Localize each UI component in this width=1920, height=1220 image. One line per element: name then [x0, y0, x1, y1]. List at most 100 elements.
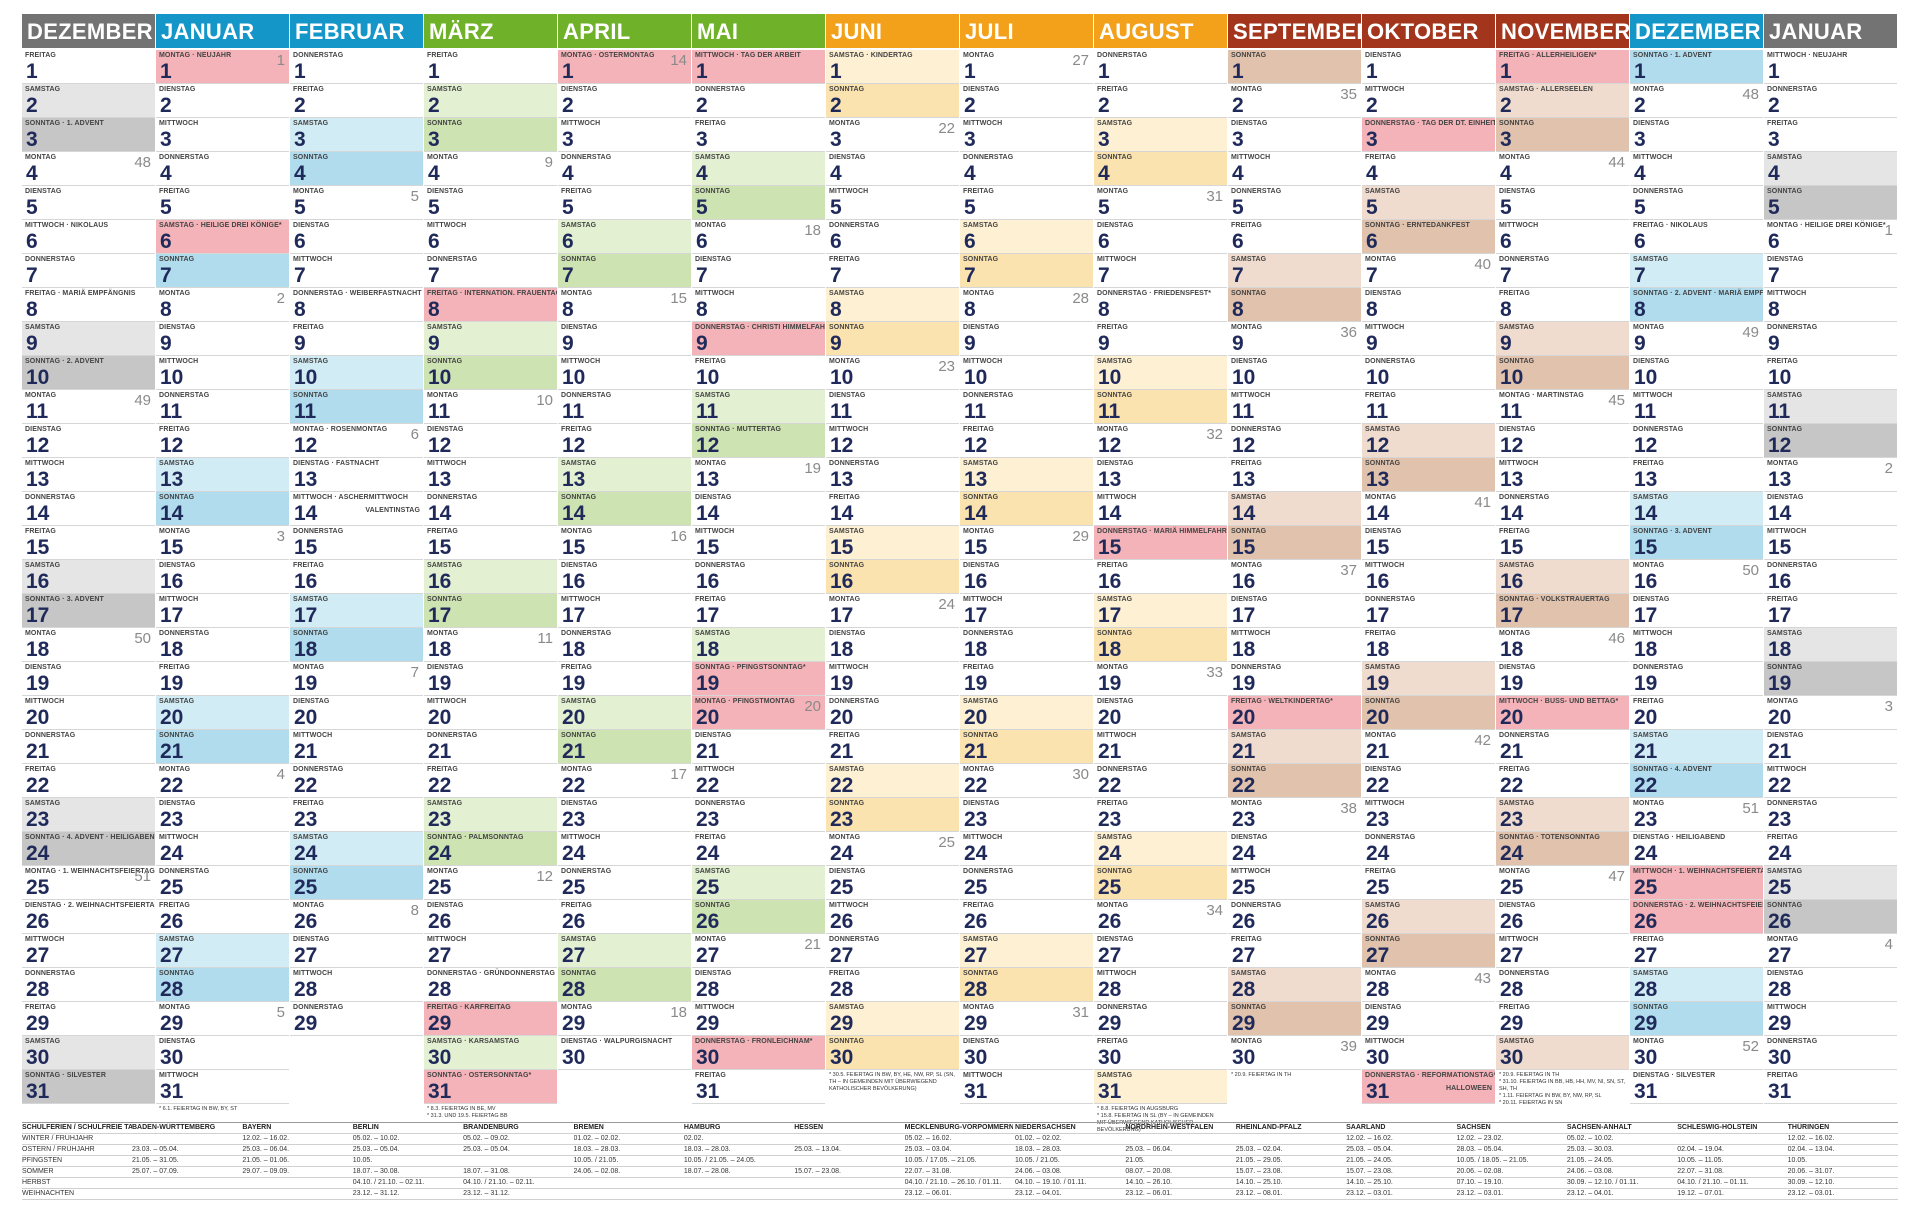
weekday-label: FREITAG — [1767, 834, 1798, 841]
day-number: 30 — [1366, 1046, 1390, 1069]
weekday-label: MITTWOCH — [25, 936, 65, 943]
day-number: 3 — [160, 128, 172, 151]
day-number: 18 — [428, 638, 452, 661]
weekday-label: DONNERSTAG — [1767, 324, 1818, 331]
holiday-dates: 14.10. – 25.10. — [1346, 1179, 1393, 1186]
day-cell: SONNTAG 8 — [1228, 288, 1361, 322]
day-number: 7 — [294, 264, 306, 287]
day-cell: DONNERSTAG 19 — [1228, 662, 1361, 696]
holiday-dates: 08.07. – 20.08. — [1125, 1168, 1173, 1175]
weekday-label: MITTWOCH — [695, 1004, 735, 1011]
day-cell: DONNERSTAG 16 — [1764, 560, 1897, 594]
holiday-dates: 12.02. – 16.02. — [1346, 1135, 1393, 1142]
day-number: 17 — [160, 604, 184, 627]
day-number: 21 — [562, 740, 586, 763]
day-number: 18 — [696, 638, 720, 661]
day-number: 12 — [26, 434, 50, 457]
weekday-label: DONNERSTAG — [561, 392, 612, 399]
weekday-label: SAMSTAG — [829, 766, 865, 773]
day-cell: MONTAG 21 42 — [1362, 730, 1495, 764]
weekday-label: SAMSTAG — [1097, 596, 1133, 603]
weekday-label: DONNERSTAG — [1767, 86, 1818, 93]
week-number: 14 — [670, 52, 687, 69]
day-cell: DIENSTAG 21 — [1764, 730, 1897, 764]
day-cell: DONNERSTAG 10 — [1362, 356, 1495, 390]
weekday-label: SONNTAG — [829, 562, 865, 569]
day-cell: DONNERSTAG 28 — [1496, 968, 1629, 1002]
day-cell: MONTAG · PFINGSTMONTAG 20 20 — [692, 696, 825, 730]
day-number: 13 — [1634, 468, 1658, 491]
weekday-label: SONNTAG · MUTTERTAG — [695, 426, 782, 433]
day-number: 19 — [1098, 672, 1122, 695]
holiday-dates: 10.05. / 17.05. – 21.05. — [904, 1157, 977, 1164]
weekday-label: MONTAG — [1365, 970, 1397, 977]
day-number: 4 — [562, 162, 574, 185]
weekday-label: DIENSTAG — [25, 426, 62, 433]
day-cell: MONTAG 4 44 — [1496, 152, 1629, 186]
day-cell: DONNERSTAG 4 — [558, 152, 691, 186]
weekday-label: DIENSTAG — [695, 970, 732, 977]
day-cell: SONNTAG 5 — [1764, 186, 1897, 220]
day-number: 1 — [1768, 60, 1780, 83]
day-cell: MITTWOCH 5 — [826, 186, 959, 220]
day-cell: DIENSTAG · SILVESTER 31 — [1630, 1070, 1763, 1104]
day-cell: FREITAG 14 — [826, 492, 959, 526]
day-cell: MONTAG 5 5 — [290, 186, 423, 220]
day-cell: DIENSTAG 30 — [156, 1036, 289, 1070]
week-number: 18 — [804, 222, 821, 239]
weekday-label: SONNTAG · SILVESTER — [25, 1072, 106, 1079]
day-number: 18 — [1098, 638, 1122, 661]
day-number: 19 — [428, 672, 452, 695]
holiday-dates: 24.06. – 03.08. — [1015, 1168, 1062, 1175]
day-cell: SAMSTAG 15 — [826, 526, 959, 560]
day-number: 14 — [160, 502, 184, 525]
weekday-label: SAMSTAG — [561, 698, 597, 705]
weekday-label: MONTAG · OSTERMONTAG — [561, 52, 655, 59]
weekday-label: SAMSTAG — [1633, 494, 1669, 501]
day-cell: DONNERSTAG 7 — [424, 254, 557, 288]
day-cell: DONNERSTAG 30 — [1764, 1036, 1897, 1070]
day-number: 28 — [1500, 978, 1524, 1001]
day-number: 6 — [1098, 230, 1110, 253]
day-number: 22 — [562, 774, 586, 797]
weekday-label: DONNERSTAG — [561, 154, 612, 161]
day-number: 6 — [1500, 230, 1512, 253]
weekday-label: DIENSTAG — [293, 936, 330, 943]
day-number: 8 — [26, 298, 38, 321]
holiday-dates: 14.10. – 25.10. — [1235, 1179, 1283, 1186]
weekday-label: MITTWOCH — [963, 120, 1003, 127]
day-cell: FREITAG 25 — [1362, 866, 1495, 900]
month-footnote: * 20.9. FEIERTAG IN TH — [1231, 1072, 1292, 1078]
weekday-label: SAMSTAG — [427, 800, 463, 807]
week-number: 19 — [804, 460, 821, 477]
weekday-label: DONNERSTAG — [427, 732, 478, 739]
day-cell: DIENSTAG 19 — [424, 662, 557, 696]
day-number: 2 — [1232, 94, 1244, 117]
day-number: 22 — [26, 774, 50, 797]
day-number: 19 — [964, 672, 988, 695]
month-header: FEBRUAR — [290, 14, 423, 48]
week-number: 31 — [1206, 188, 1223, 205]
weekday-label: FREITAG — [695, 1072, 726, 1079]
day-number: 12 — [1232, 434, 1256, 457]
day-cell: DIENSTAG 30 — [960, 1036, 1093, 1070]
day-number: 26 — [428, 910, 452, 933]
day-number: 20 — [830, 706, 854, 729]
day-number: 14 — [1366, 502, 1390, 525]
holiday-dates: 05.02. – 16.02. — [904, 1135, 952, 1142]
weekday-label: SONNTAG — [1231, 766, 1267, 773]
day-cell: MONTAG 30 39 — [1228, 1036, 1361, 1070]
day-cell: DONNERSTAG 5 — [1228, 186, 1361, 220]
day-cell: FREITAG 22 — [424, 764, 557, 798]
day-cell: MITTWOCH 7 — [290, 254, 423, 288]
day-cell: DONNERSTAG · FRIEDENSFEST* 8 — [1094, 288, 1227, 322]
day-number: 28 — [696, 978, 720, 1001]
day-cell: DONNERSTAG 4 — [156, 152, 289, 186]
day-cell: DONNERSTAG 2 — [692, 84, 825, 118]
weekday-label: SONNTAG — [829, 1038, 865, 1045]
day-number: 11 — [1768, 400, 1791, 423]
day-number: 17 — [562, 604, 586, 627]
weekday-label: SONNTAG · 4. ADVENT · HEILIGABEND — [25, 834, 155, 841]
day-cell: DONNERSTAG 7 — [1496, 254, 1629, 288]
weekday-label: SAMSTAG — [829, 1004, 865, 1011]
